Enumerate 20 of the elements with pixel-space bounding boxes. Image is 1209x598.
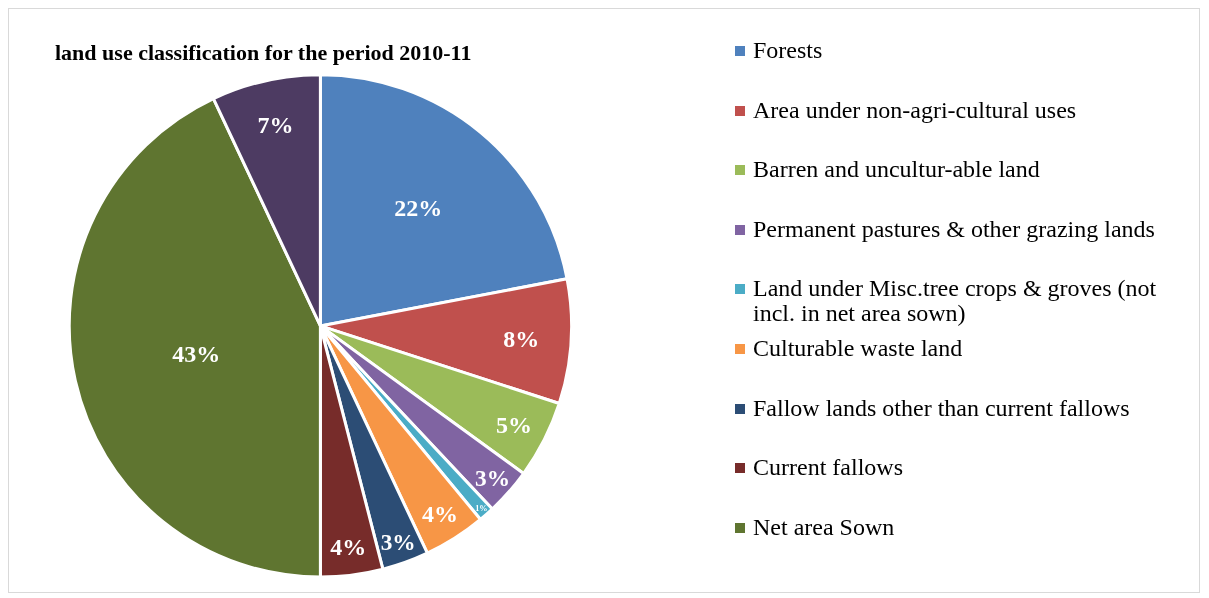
data-label: 3%: [380, 528, 416, 555]
legend-label: Net area Sown: [753, 513, 895, 540]
data-label: 43%: [172, 340, 221, 367]
data-label: 3%: [475, 464, 511, 491]
chart-title: land use classification for the period 2010-11: [55, 40, 472, 66]
legend-label: Fallow lands other than current fallows: [753, 394, 1130, 421]
legend-label: Forests: [753, 37, 823, 63]
data-label: 4%: [421, 501, 458, 528]
legend-label: Area under non-agri-cultural uses: [753, 96, 1077, 123]
data-label: 1%: [475, 504, 488, 514]
data-label: 7%: [257, 111, 294, 138]
legend-label: Permanent pastures & other grazing lands: [753, 215, 1155, 242]
legend-label: Barren and uncultur-able land: [753, 156, 1040, 183]
legend-label: Land under Misc.tree crops & groves (not incl. in net area sown): [753, 275, 1158, 327]
data-label: 8%: [503, 325, 540, 352]
data-label: 4%: [330, 534, 367, 561]
data-label: 5%: [495, 411, 532, 438]
data-label: 22%: [394, 194, 443, 221]
legend-label: Current fallows: [753, 454, 903, 481]
legend-label: Culturable waste land: [753, 334, 963, 361]
